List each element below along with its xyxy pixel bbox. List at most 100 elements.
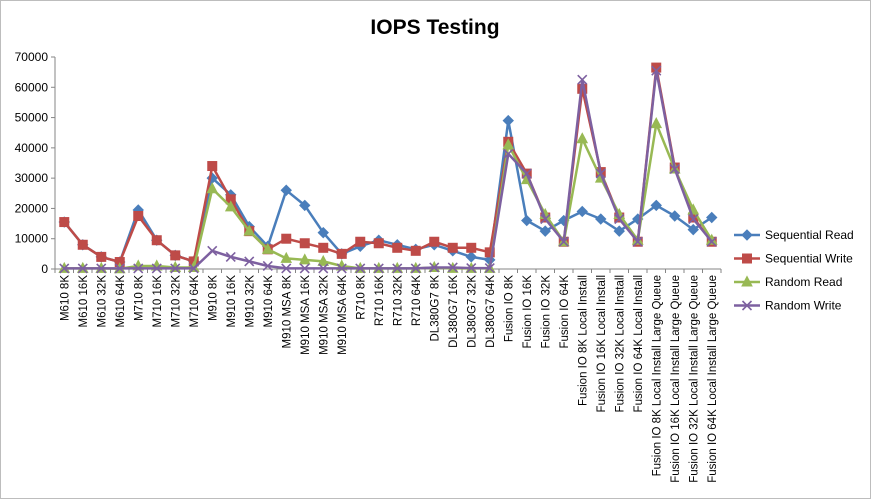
random-write-point xyxy=(96,263,107,274)
random-read-point xyxy=(298,253,311,265)
sequential-write-line xyxy=(63,66,713,264)
x-tick-labels: M610 8K M610 16K M610 32K M610 64K M710 8K M7… xyxy=(59,275,719,483)
random-write-point xyxy=(503,148,514,159)
x-tick-label: M610 8K xyxy=(59,275,71,321)
x-tick-label: M910 32K xyxy=(244,275,256,328)
random-write-point xyxy=(59,263,70,274)
y-tick-label: 70000 xyxy=(15,50,49,64)
x-tick-label: M610 64K xyxy=(115,275,127,328)
x-tick-label: M710 16K xyxy=(152,275,164,328)
random-write-point xyxy=(558,236,569,247)
legend-label: Sequential Read xyxy=(765,228,854,242)
x-tick-label: R710 64K xyxy=(411,275,423,326)
legend-item-random-write: Random Write xyxy=(734,299,842,313)
sequential-write-point xyxy=(281,233,292,244)
x-tick-label: M610 32K xyxy=(96,275,108,328)
chart-title: IOPS Testing xyxy=(370,16,499,39)
random-read-point xyxy=(280,251,293,263)
x-tick-label: Fusion IO 8K Local Install xyxy=(577,275,589,406)
legend-marker xyxy=(741,229,753,241)
legend-marker xyxy=(741,300,753,311)
sequential-write-point xyxy=(151,235,162,246)
random-read-point xyxy=(650,117,663,129)
random-read-point xyxy=(576,132,589,144)
random-write-point xyxy=(281,263,292,274)
legend-item-sequential-read: Sequential Read xyxy=(734,228,854,242)
x-tick-label: M910 8K xyxy=(207,275,219,321)
y-tick-label: 60000 xyxy=(15,80,49,94)
sequential-read-point xyxy=(576,205,588,218)
random-read-point xyxy=(243,224,256,236)
random-write-point xyxy=(521,168,532,179)
x-tick-label: Fusion IO 8K Local Install Large Queue xyxy=(651,275,663,476)
series-sequential-write xyxy=(59,62,717,268)
legend-label: Random Read xyxy=(765,275,842,289)
random-write-point xyxy=(410,263,421,274)
random-write-point xyxy=(466,263,477,274)
sequential-read-point xyxy=(650,199,662,212)
random-read-line xyxy=(64,122,713,270)
sequential-write-point xyxy=(355,236,366,247)
random-write-point xyxy=(207,245,218,256)
sequential-write-point xyxy=(466,242,477,253)
x-tick-label: Fusion IO 8K xyxy=(503,275,515,342)
x-tick-label: Fusion IO 64K xyxy=(559,275,571,349)
random-write-point xyxy=(688,213,699,225)
legend-item-sequential-write: Sequential Write xyxy=(734,252,853,266)
sequential-write-point xyxy=(484,247,495,258)
x-tick-label: DL380G7 32K xyxy=(466,275,478,348)
series-random-read xyxy=(58,117,718,274)
random-write-point xyxy=(133,263,144,274)
sequential-write-point xyxy=(59,217,70,228)
sequential-read-point xyxy=(539,225,551,237)
sequential-write-point xyxy=(77,239,88,250)
random-read-point xyxy=(502,138,515,150)
sequential-write-point xyxy=(299,238,310,249)
sequential-read-point xyxy=(502,114,514,127)
random-read-point xyxy=(261,242,274,254)
random-write-point xyxy=(244,256,255,267)
random-write-point xyxy=(225,251,236,262)
x-tick-label: Fusion IO 16K Local Install xyxy=(596,275,608,412)
y-tick-labels: 0 10000 20000 30000 40000 50000 60000 70000 xyxy=(15,50,49,276)
x-tick-label: M910 MSA 8K xyxy=(281,275,293,349)
y-tick-label: 40000 xyxy=(15,141,49,155)
sequential-write-point xyxy=(373,238,384,249)
sequential-write-point xyxy=(170,250,181,261)
x-tick-label: DL380G7 64K xyxy=(485,275,497,348)
random-write-point xyxy=(299,263,310,274)
random-write-point xyxy=(355,263,366,274)
y-tick-label: 30000 xyxy=(15,171,49,185)
y-tick-label: 10000 xyxy=(15,232,49,246)
x-tick-label: Fusion IO 64K Local Install Large Queue xyxy=(707,275,719,483)
random-write-point xyxy=(77,263,88,274)
legend-marker xyxy=(742,253,752,264)
random-write-point xyxy=(447,262,458,273)
sequential-write-point xyxy=(133,211,144,221)
sequential-read-point xyxy=(669,210,681,222)
x-tick-label: M910 MSA 32K xyxy=(318,275,330,355)
x-tick-label: DL380G7 16K xyxy=(448,275,460,348)
x-tick-label: M710 32K xyxy=(170,275,182,328)
legend-label: Random Write xyxy=(765,299,842,313)
sequential-write-point xyxy=(429,236,440,247)
x-tick-label: R710 16K xyxy=(374,275,386,326)
sequential-read-point xyxy=(706,211,718,224)
x-tick-label: Fusion IO 32K Local Install Large Queue xyxy=(688,275,700,483)
x-tick-label: Fusion IO 32K Local Install xyxy=(614,275,626,412)
sequential-read-point xyxy=(280,184,292,196)
sequential-write-point xyxy=(318,242,329,253)
random-write-point xyxy=(373,263,384,274)
random-write-point xyxy=(188,263,199,274)
sequential-read-point xyxy=(465,251,477,263)
x-tick-label: R710 8K xyxy=(355,275,367,320)
x-tick-label: DL380G7 8K xyxy=(429,275,441,342)
legend: Sequential Read Sequential Write Random Re… xyxy=(734,228,854,313)
sequential-write-point xyxy=(392,242,403,253)
legend-marker xyxy=(741,275,753,287)
random-write-point xyxy=(651,65,662,76)
random-read-point xyxy=(206,182,219,194)
random-write-point xyxy=(429,262,440,273)
random-write-point xyxy=(595,168,606,179)
legend-label: Sequential Write xyxy=(765,252,853,266)
